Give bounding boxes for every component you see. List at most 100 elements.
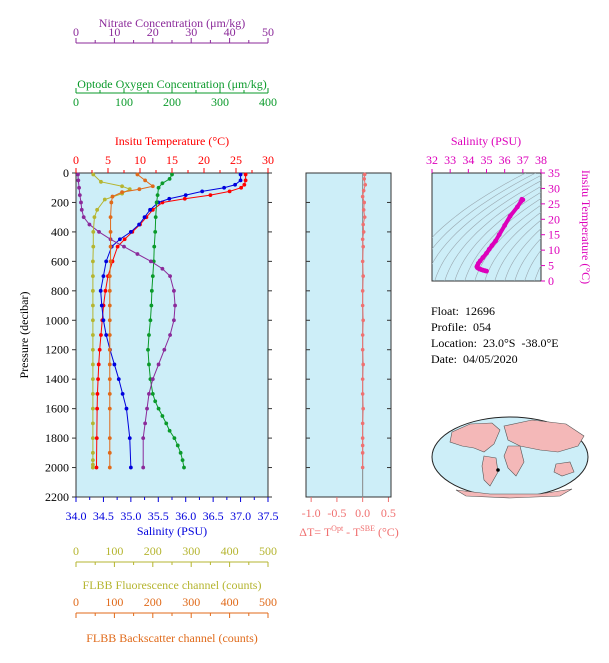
backscatter-point-17 <box>107 362 112 367</box>
ts-point-3 <box>514 204 520 210</box>
nitrate-point-3 <box>77 193 82 197</box>
delta-t-panel: -1.0 -0.5 0.0 0.5 ΔT= TOpt - TSBE (°C) <box>299 172 399 539</box>
fluorescence-point-23 <box>90 450 95 455</box>
backscatter-point-19 <box>107 392 112 396</box>
fluorescence-point-8 <box>91 230 96 234</box>
ts-series <box>474 196 526 274</box>
fluorescence-point-0 <box>91 172 96 177</box>
oxygen-point-7 <box>153 230 158 234</box>
salinity-point-3 <box>222 185 227 190</box>
delta-t-point-8 <box>361 222 365 227</box>
map-eurasia <box>503 419 585 453</box>
delta-t-point-20 <box>360 377 365 381</box>
salinity-point-15 <box>101 274 106 278</box>
salinity-point-22 <box>116 377 121 382</box>
salinity-point-5 <box>183 193 188 197</box>
delta-t-point-4 <box>360 194 365 199</box>
ts-point-9 <box>486 246 492 252</box>
nitrate-tick-label-2: 20 <box>147 25 159 39</box>
fluorescence-point-9 <box>91 244 96 249</box>
backscatter-tick-label-5: 500 <box>259 595 277 609</box>
backscatter-axis-label: FLBB Backscatter channel (counts) <box>86 631 258 645</box>
salinity-tick-label-0: 34.0 <box>66 509 87 523</box>
salinity-point-23 <box>120 392 125 396</box>
ts-temperature-tick-label-7: 35 <box>548 166 560 180</box>
oxygen-point-6 <box>153 215 158 220</box>
oxygen-tick-label-2: 200 <box>163 95 181 109</box>
fluorescence-point-3 <box>127 187 132 192</box>
salinity-point-17 <box>99 303 104 308</box>
fluorescence-point-19 <box>90 392 95 396</box>
delta-t-point-10 <box>360 237 365 242</box>
ts-contour-11 <box>514 238 541 281</box>
backscatter-point-3 <box>137 187 142 192</box>
backscatter-tick-label-1: 100 <box>105 595 123 609</box>
backscatter-point-21 <box>107 436 112 440</box>
fluorescence-tick-label-0: 0 <box>73 544 79 558</box>
delta-t-point-18 <box>360 347 365 352</box>
backscatter-point-2 <box>150 184 155 189</box>
oxygen-point-1 <box>167 176 172 181</box>
backscatter-point-15 <box>107 333 112 337</box>
salinity-point-1 <box>238 178 243 183</box>
fluorescence-tick-label-4: 400 <box>221 544 239 558</box>
ts-point-4 <box>507 213 513 219</box>
nitrate-point-23 <box>145 406 149 411</box>
map-africa <box>503 445 525 477</box>
temperature-point-20 <box>97 347 102 352</box>
temperature-point-23 <box>95 392 100 396</box>
delta-t-point-17 <box>360 333 365 337</box>
ts-temperature-tick-label-0: 0 <box>548 274 554 288</box>
ts-temperature-tick-label-3: 15 <box>548 228 560 242</box>
temperature-tick-label-6: 30 <box>262 153 274 167</box>
oxygen-point-0 <box>170 172 174 177</box>
oxygen-point-11 <box>149 288 154 293</box>
delta-t-point-21 <box>360 392 365 396</box>
delta-t-point-0 <box>362 172 367 177</box>
ts-contour-9 <box>494 219 541 281</box>
temperature-point-3 <box>239 185 244 190</box>
oxygen-point-25 <box>175 443 180 448</box>
backscatter-point-23 <box>107 465 112 470</box>
nitrate-tick-label-5: 50 <box>262 25 274 39</box>
delta-t-point-11 <box>361 244 365 249</box>
fluorescence-point-18 <box>90 377 95 382</box>
oxygen-point-12 <box>149 303 154 308</box>
salinity-point-9 <box>142 215 147 220</box>
backscatter-point-7 <box>108 215 113 220</box>
ts-background <box>431 172 542 282</box>
oxygen-point-16 <box>147 362 151 367</box>
temperature-axis-label: Insitu Temperature (°C) <box>115 134 229 148</box>
ts-contour-12 <box>524 249 541 281</box>
pressure-tick-label-9: 1800 <box>45 431 69 445</box>
ts-temperature-tick-label-4: 20 <box>548 212 560 226</box>
backscatter-series-line <box>109 174 154 468</box>
ts-contour-2 <box>432 175 541 265</box>
nitrate-point-17 <box>172 318 176 323</box>
fluorescence-point-1 <box>99 179 103 184</box>
oxygen-point-26 <box>178 450 183 455</box>
backscatter-point-6 <box>109 200 114 205</box>
delta-t-point-12 <box>360 259 365 264</box>
nitrate-tick-label-4: 40 <box>224 25 236 39</box>
delta-t-point-22 <box>361 406 365 411</box>
float-location-marker <box>496 468 500 472</box>
fluorescence-point-26 <box>90 462 95 467</box>
pressure-tick-label-5: 1000 <box>45 313 69 327</box>
backscatter-point-18 <box>107 377 112 382</box>
oxygen-point-21 <box>160 414 165 418</box>
temperature-point-4 <box>227 189 232 194</box>
fluorescence-tick-label-5: 500 <box>259 544 277 558</box>
backscatter-tick-label-4: 400 <box>221 595 239 609</box>
temperature-point-16 <box>103 288 108 293</box>
pressure-tick-label-10: 2000 <box>45 461 69 475</box>
oxygen-point-10 <box>150 274 155 278</box>
fluorescence-point-17 <box>90 362 95 367</box>
backscatter-tick-label-2: 200 <box>144 595 162 609</box>
delta-t-background <box>305 172 392 498</box>
ts-contour-5 <box>454 191 541 281</box>
ts-salinity-tick-label-2: 34 <box>462 153 474 167</box>
delta-t-tick-label-3: 0.5 <box>381 506 396 520</box>
salinity-point-19 <box>104 333 109 337</box>
